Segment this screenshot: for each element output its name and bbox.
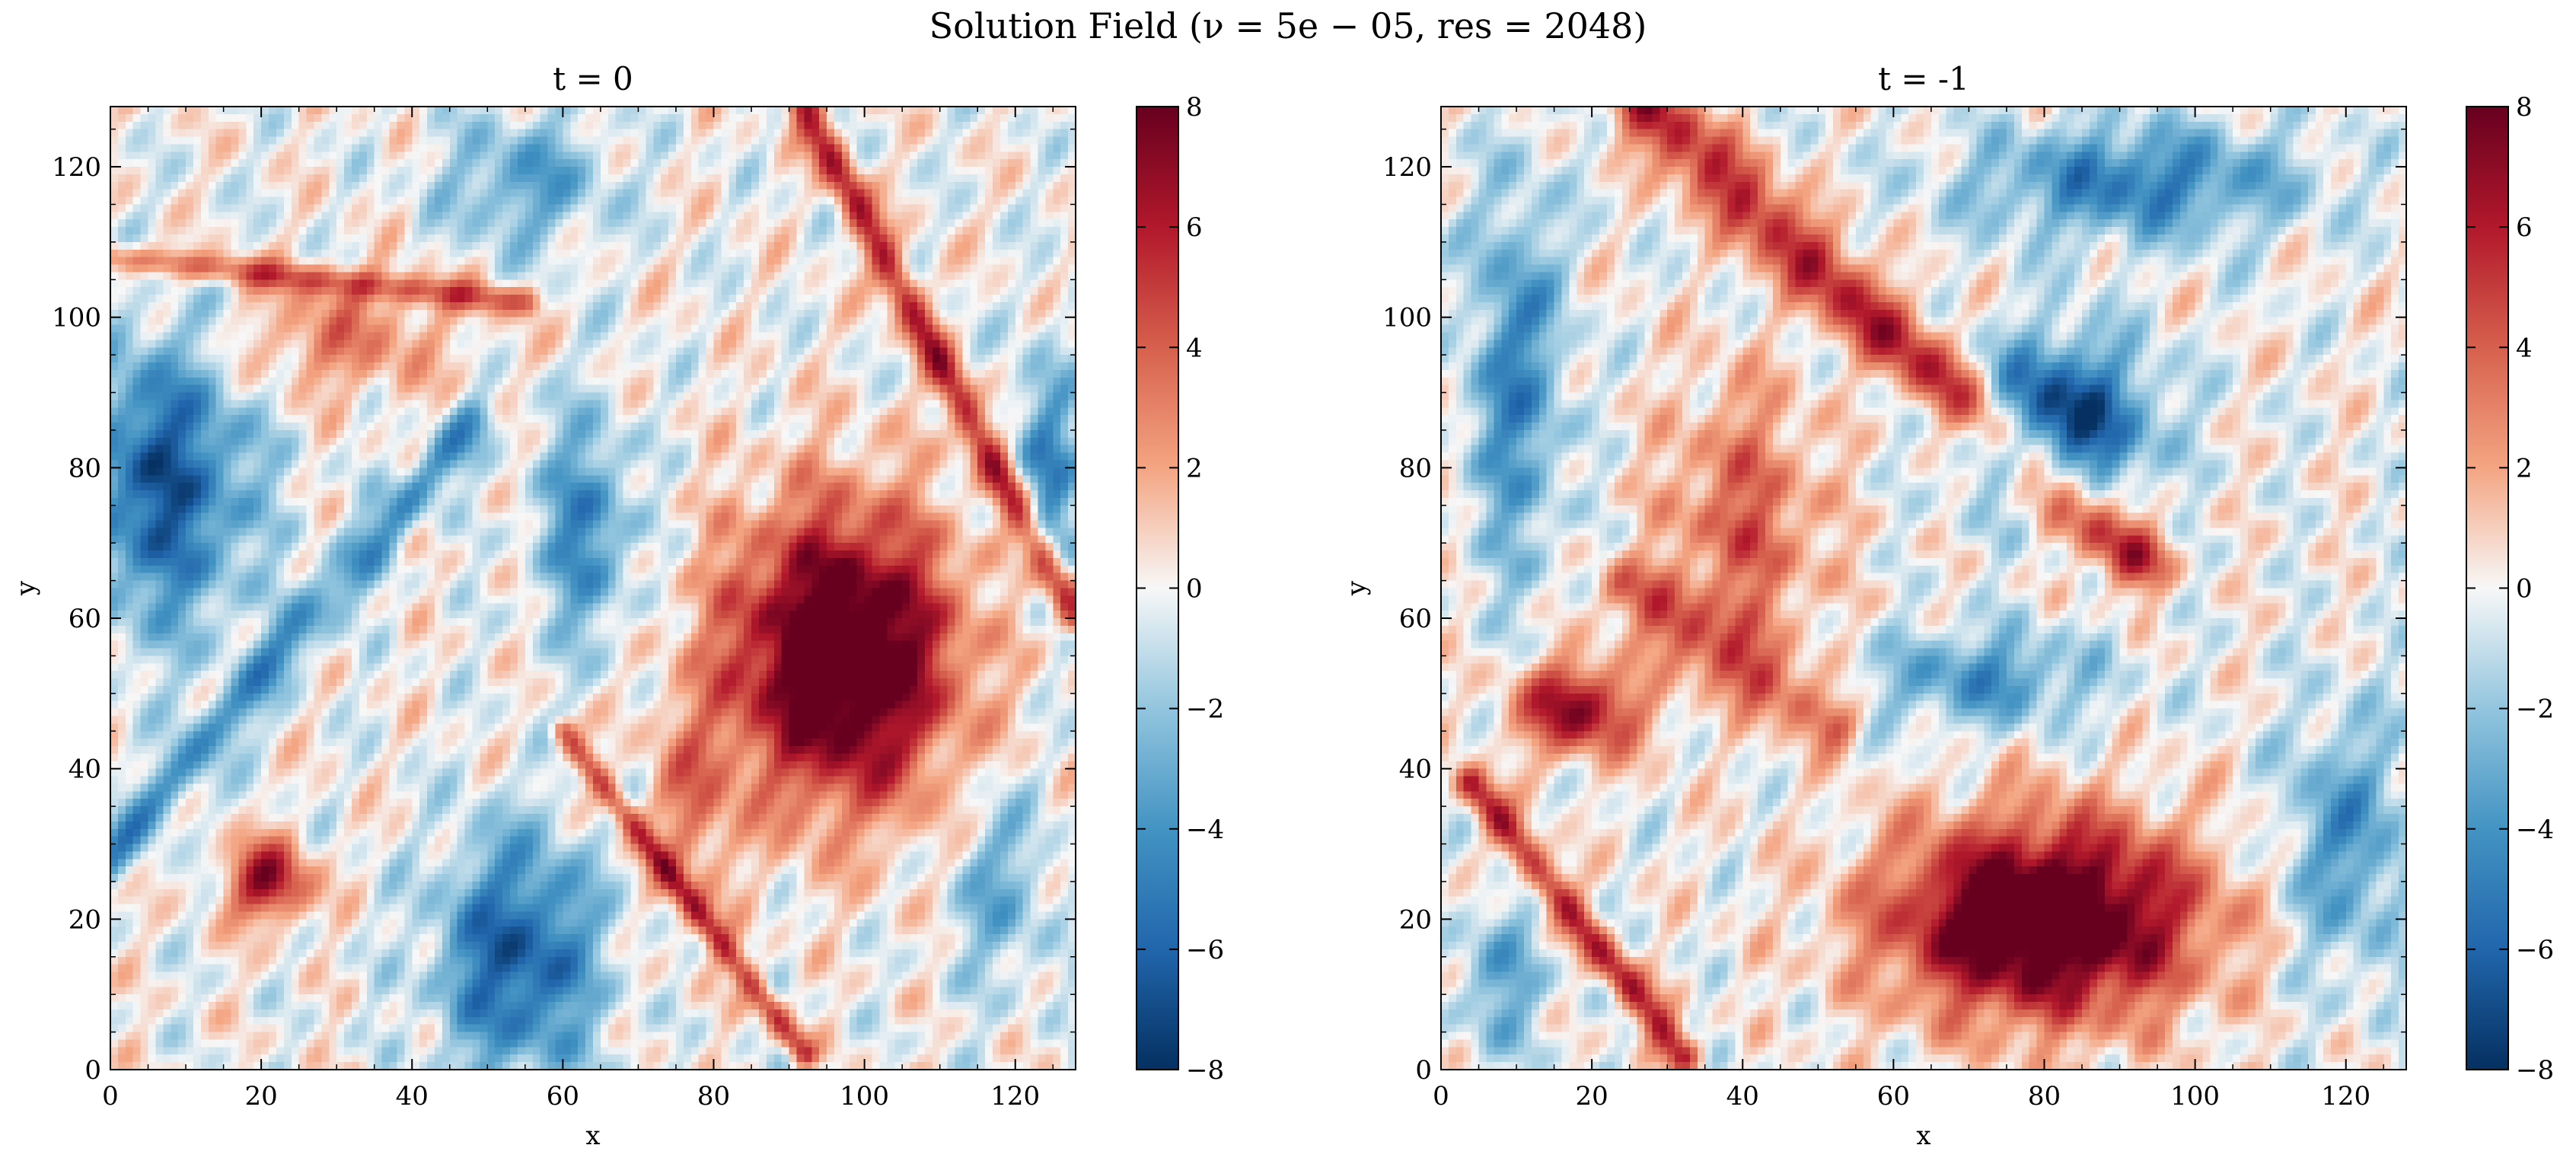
colorbar-tick-label: 0: [1186, 574, 1203, 604]
x-tick-label: 40: [1726, 1081, 1759, 1112]
colorbar-tick-label: 6: [2516, 212, 2533, 243]
colorbar-tick-label: −8: [2516, 1055, 2554, 1086]
x-tick-label: 60: [1877, 1081, 1910, 1112]
x-tick-label: 80: [2028, 1081, 2061, 1112]
colorbar-tick-label: −4: [1186, 815, 1224, 845]
axes-frame: [1440, 106, 2407, 1070]
colorbar-tick-label: 4: [1186, 333, 1203, 363]
y-tick-label: 20: [69, 904, 101, 935]
axes-frame: [110, 106, 1076, 1070]
subplot-title: t = -1: [1878, 60, 1969, 97]
x-axis-label: x: [1916, 1121, 1930, 1151]
colorbar-tick-label: −8: [1186, 1055, 1224, 1086]
x-tick-label: 100: [840, 1081, 889, 1112]
colorbar-tick-label: 0: [2516, 574, 2533, 604]
y-tick-label: 80: [69, 453, 101, 483]
colorbar-tick-label: 8: [1186, 92, 1203, 123]
x-tick-label: 20: [1575, 1081, 1608, 1112]
y-tick-label: 40: [1399, 754, 1432, 785]
x-tick-label: 40: [396, 1081, 429, 1112]
y-tick-label: 120: [1382, 152, 1432, 183]
y-axis-label: y: [11, 580, 41, 596]
x-tick-label: 100: [2170, 1081, 2220, 1112]
colorbar-tick-label: 8: [2516, 92, 2533, 123]
y-axis-label: y: [1341, 580, 1372, 596]
colorbar-tick-label: 2: [2516, 453, 2533, 483]
x-tick-label: 20: [244, 1081, 277, 1112]
x-tick-label: 60: [547, 1081, 579, 1112]
x-tick-label: 0: [1433, 1081, 1449, 1112]
x-tick-label: 120: [2321, 1081, 2370, 1112]
subplot-title: t = 0: [553, 60, 633, 97]
y-tick-label: 80: [1399, 453, 1432, 483]
x-axis-label: x: [585, 1121, 600, 1151]
y-tick-label: 100: [1382, 303, 1432, 333]
y-tick-label: 20: [1399, 904, 1432, 935]
y-tick-label: 60: [1399, 604, 1432, 634]
colorbar-tick-label: −4: [2516, 815, 2554, 845]
colorbar-tick-label: 2: [1186, 453, 1203, 483]
colorbar-tick-label: −6: [1186, 935, 1224, 965]
y-tick-label: 0: [1415, 1055, 1432, 1086]
colorbar: 8 6 4 2 0 −2 −4 −6 −8: [2466, 92, 2554, 1086]
y-tick-label: 120: [52, 152, 101, 183]
colorbar-tick-label: −6: [2516, 935, 2554, 965]
colorbar-tick-label: 6: [1186, 212, 1203, 243]
x-tick-label: 80: [697, 1081, 730, 1112]
y-tick-label: 40: [69, 754, 101, 785]
figure-suptitle: Solution Field (ν = 5e − 05, res = 2048): [929, 5, 1647, 46]
vorticity-heatmap: [110, 107, 1076, 1070]
colorbar-tick-label: −2: [2516, 694, 2554, 725]
colorbar-tick-label: −2: [1186, 694, 1224, 725]
colorbar: 8 6 4 2 0 −2 −4 −6 −8: [1136, 92, 1224, 1086]
colorbar-tick-label: 4: [2516, 333, 2533, 363]
vorticity-heatmap: [1441, 107, 2406, 1070]
x-tick-label: 0: [102, 1081, 119, 1112]
y-tick-label: 60: [69, 604, 101, 634]
y-tick-label: 0: [84, 1055, 101, 1086]
x-tick-label: 120: [990, 1081, 1040, 1112]
y-tick-label: 100: [52, 303, 101, 333]
